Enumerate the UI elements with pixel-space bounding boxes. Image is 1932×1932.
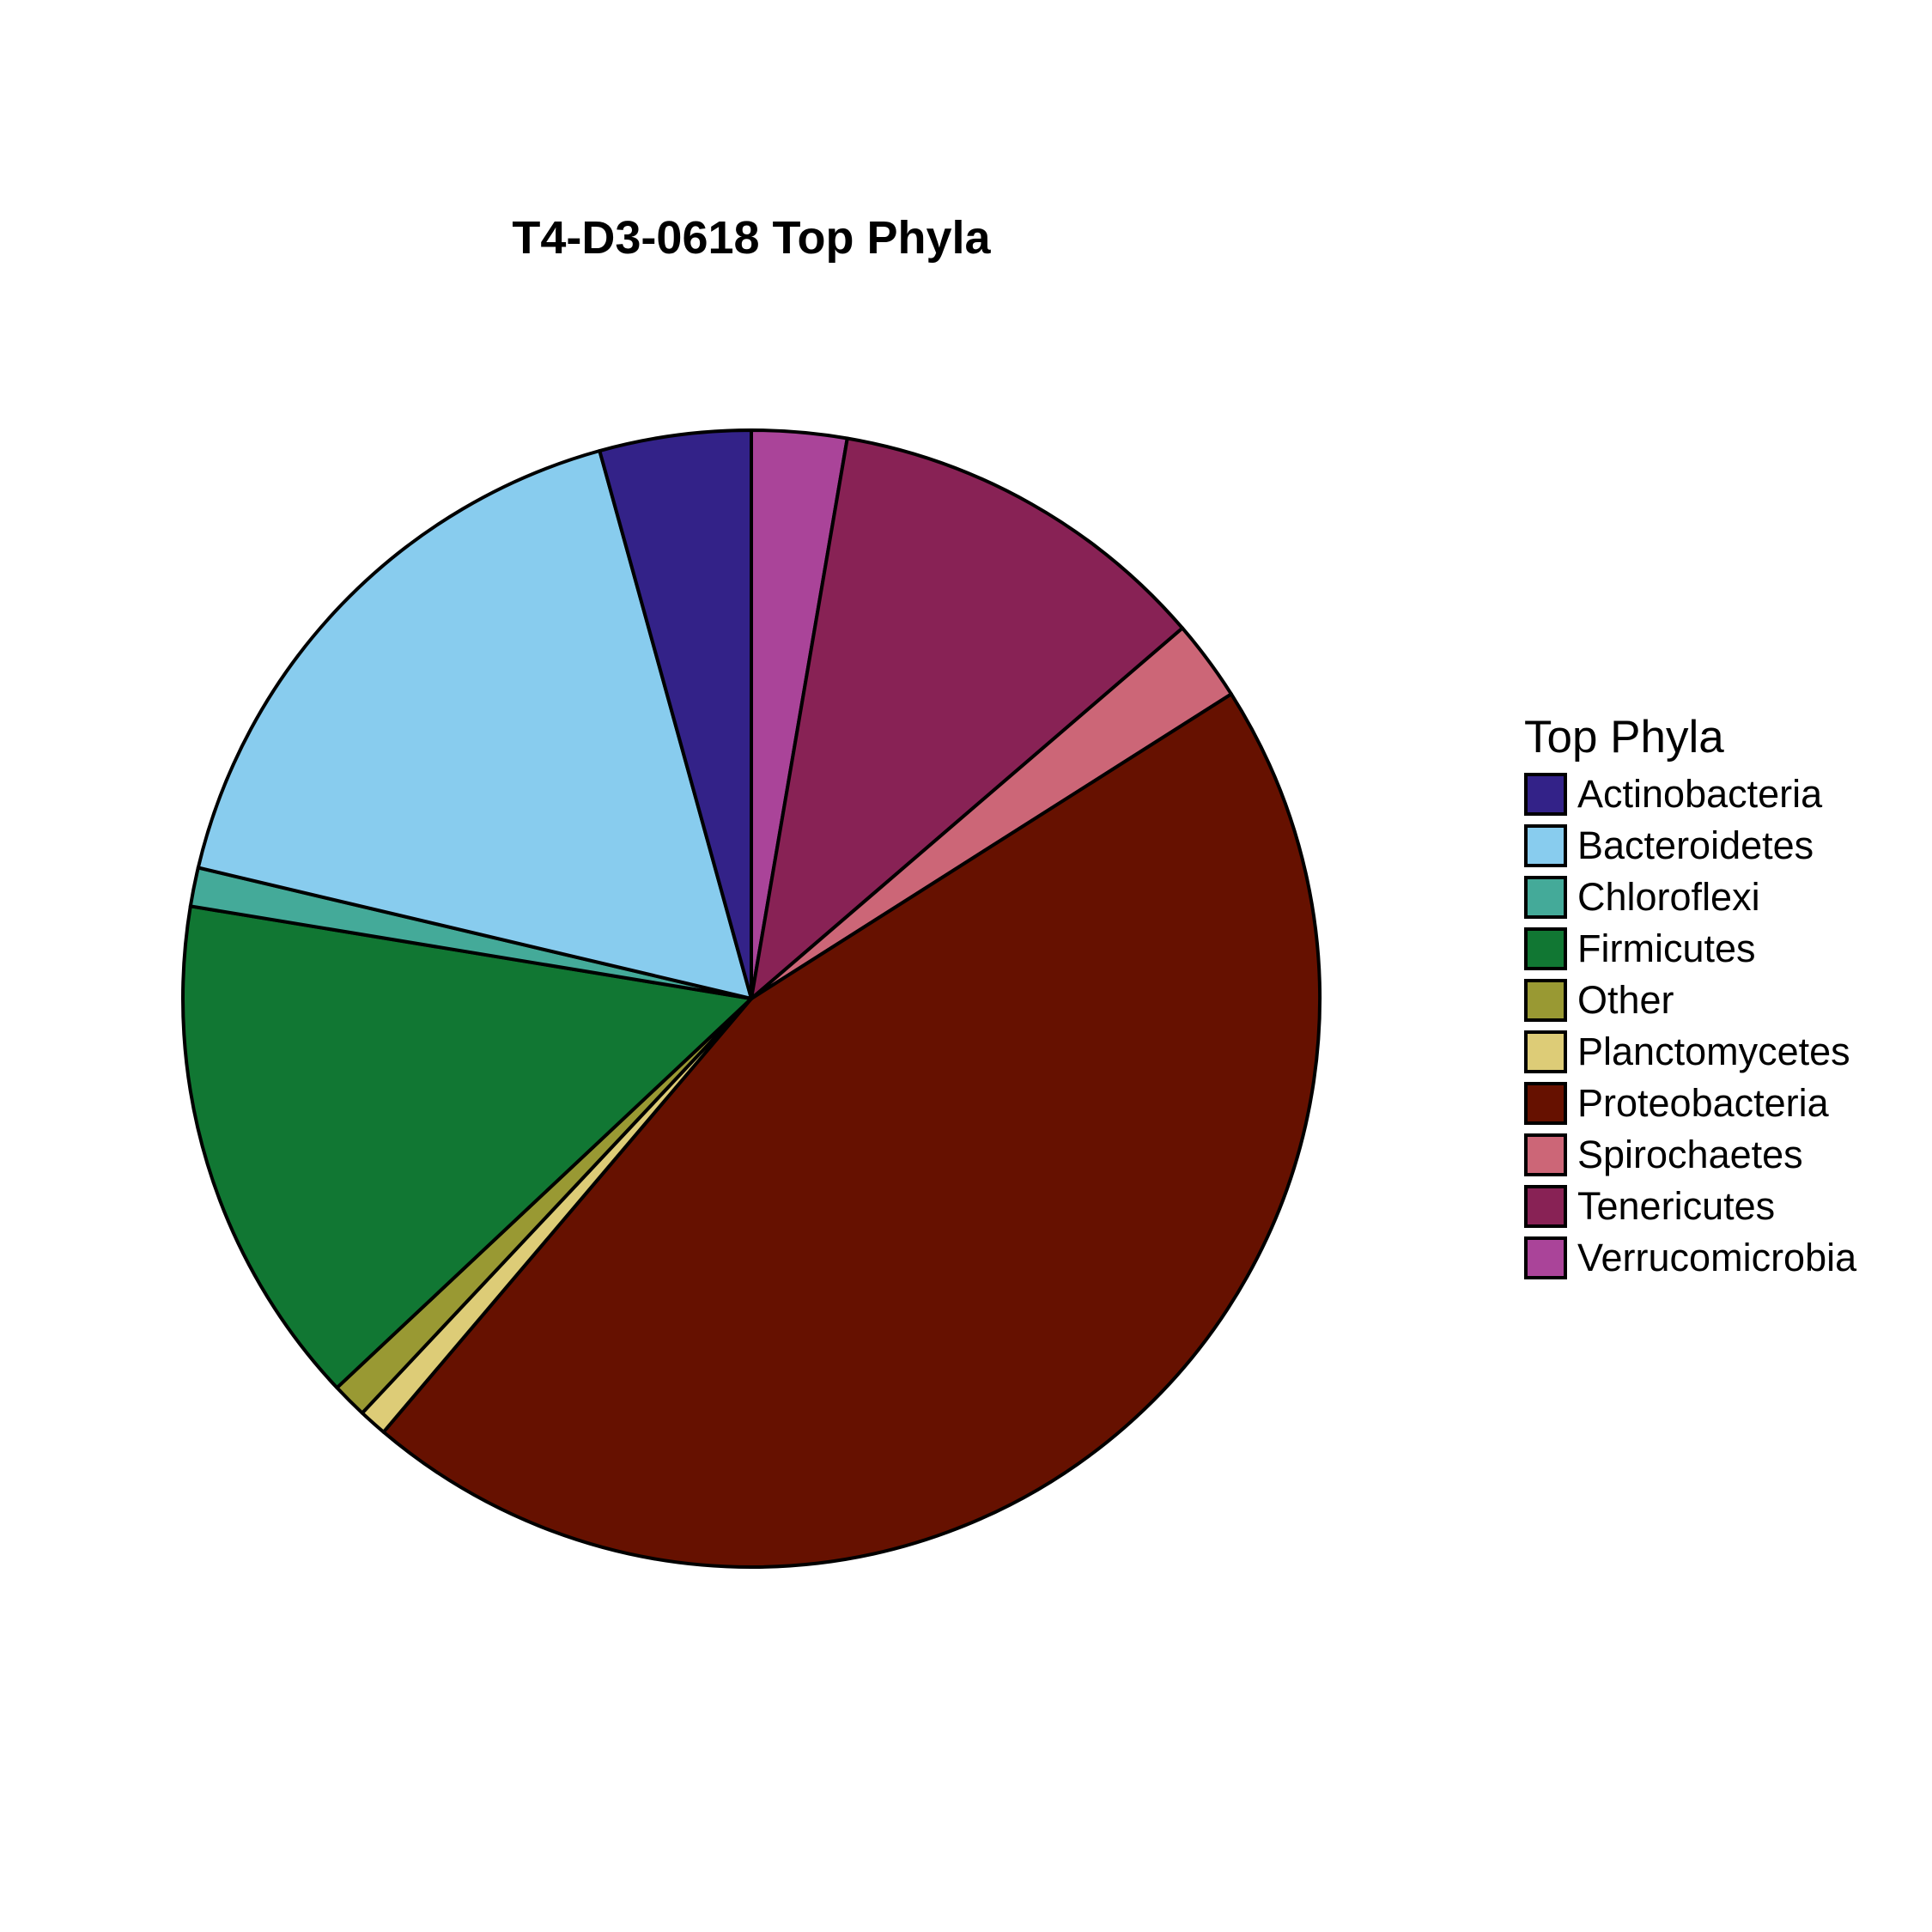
legend-item-bacteroidetes: Bacteroidetes xyxy=(1524,820,1928,872)
legend-item-actinobacteria: Actinobacteria xyxy=(1524,769,1928,820)
legend-item-other: Other xyxy=(1524,975,1928,1026)
legend-swatch xyxy=(1524,773,1567,816)
legend-swatch xyxy=(1524,979,1567,1022)
pie-slice-firmicutes xyxy=(181,904,753,1390)
legend-swatch xyxy=(1524,824,1567,867)
legend-item-proteobacteria: Proteobacteria xyxy=(1524,1078,1928,1129)
legend-title: Top Phyla xyxy=(1524,712,1724,762)
legend-swatch xyxy=(1524,1236,1567,1279)
legend-swatch xyxy=(1524,876,1567,919)
legend-swatch xyxy=(1524,1133,1567,1176)
chart-title: T4-D3-0618 Top Phyla xyxy=(512,212,991,264)
legend-swatch xyxy=(1524,927,1567,970)
legend-label: Actinobacteria xyxy=(1577,772,1823,816)
legend-label: Firmicutes xyxy=(1577,927,1756,970)
legend-label: Planctomycetes xyxy=(1577,1030,1850,1073)
legend-item-tenericutes: Tenericutes xyxy=(1524,1181,1928,1232)
legend-swatch xyxy=(1524,1030,1567,1073)
legend: Top Phyla Actinobacteria Bacteroidetes Chl… xyxy=(1524,708,1928,1284)
legend-label: Spirochaetes xyxy=(1577,1133,1803,1176)
pie-slice-bacteroidetes xyxy=(196,449,753,1000)
legend-label: Other xyxy=(1577,978,1674,1022)
legend-swatch xyxy=(1524,1185,1567,1228)
legend-label: Chloroflexi xyxy=(1577,875,1760,919)
pie-slices xyxy=(181,428,1321,1570)
legend-item-verrucomicrobia: Verrucomicrobia xyxy=(1524,1232,1928,1284)
legend-swatch xyxy=(1524,1082,1567,1125)
legend-items: Actinobacteria Bacteroidetes Chloroflexi Fi… xyxy=(1524,769,1928,1284)
legend-label: Proteobacteria xyxy=(1577,1081,1829,1125)
legend-label: Verrucomicrobia xyxy=(1577,1236,1857,1279)
legend-label: Bacteroidetes xyxy=(1577,823,1814,867)
legend-item-chloroflexi: Chloroflexi xyxy=(1524,872,1928,923)
legend-label: Tenericutes xyxy=(1577,1184,1776,1228)
legend-item-spirochaetes: Spirochaetes xyxy=(1524,1129,1928,1181)
legend-item-firmicutes: Firmicutes xyxy=(1524,923,1928,975)
pie-slice-actinobacteria xyxy=(598,428,753,1000)
legend-item-planctomycetes: Planctomycetes xyxy=(1524,1026,1928,1078)
pie-slice-proteobacteria xyxy=(381,692,1321,1570)
pie-slice-tenericutes xyxy=(750,436,1185,1000)
